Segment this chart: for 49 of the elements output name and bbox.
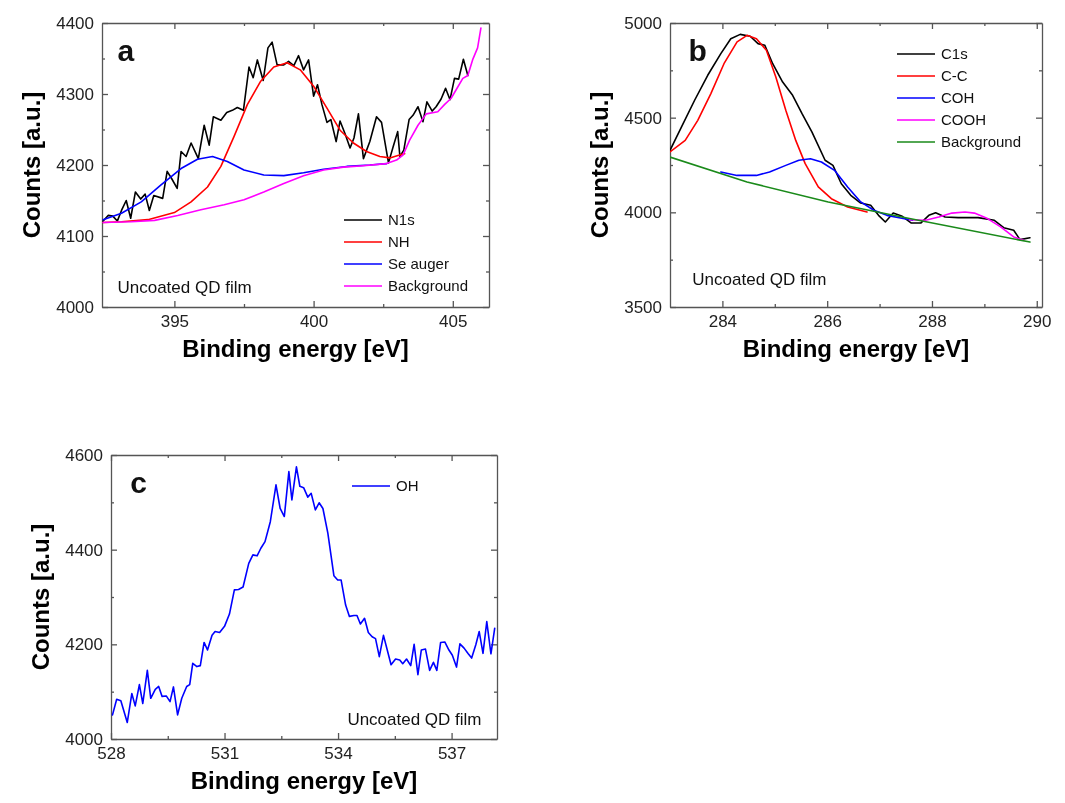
y-tick-label: 4300 <box>56 84 94 104</box>
line-series <box>670 33 1031 241</box>
x-tick-label: 537 <box>437 744 467 764</box>
legend-label: C-C <box>941 67 968 84</box>
x-tick-label: 534 <box>324 744 353 764</box>
line-series <box>670 34 868 213</box>
x-tick-label: 395 <box>160 312 190 332</box>
y-axis-title: Counts [a.u.] <box>27 523 54 671</box>
annotation: Uncoated QD film <box>692 269 827 289</box>
legend-label: C1s <box>941 45 968 62</box>
y-tick-label: 4400 <box>56 13 94 33</box>
x-axis-title: Binding energy [eV] <box>742 335 970 362</box>
legend-label: N1s <box>388 211 415 228</box>
annotation: c <box>130 466 147 500</box>
y-tick-label: 4400 <box>65 540 103 560</box>
y-axis-title: Counts [a.u.] <box>586 91 613 239</box>
legend-label: Background <box>388 277 469 294</box>
legend-label: COOH <box>941 111 986 128</box>
x-tick-label: 400 <box>299 312 329 332</box>
x-tick-label: 284 <box>708 312 738 332</box>
annotation: Uncoated QD film <box>117 278 252 298</box>
y-tick-label: 4000 <box>624 203 662 223</box>
legend-label: Se auger <box>388 255 449 272</box>
y-tick-label: 3500 <box>624 297 662 317</box>
x-axis-title: Binding energy [eV] <box>190 767 418 794</box>
y-tick-label: 4600 <box>65 445 103 465</box>
x-tick-label: 288 <box>918 312 947 332</box>
y-tick-label: 4200 <box>56 155 94 175</box>
y-axis-title: Counts [a.u.] <box>18 91 45 239</box>
line-series <box>670 156 1031 243</box>
legend-label: Background <box>941 133 1022 150</box>
y-tick-label: 4000 <box>56 297 94 317</box>
x-axis-title: Binding energy [eV] <box>182 335 409 362</box>
x-tick-label: 528 <box>97 744 126 764</box>
x-tick-label: 531 <box>210 744 240 764</box>
x-tick-label: 286 <box>813 312 842 332</box>
x-tick-label: 405 <box>439 312 468 332</box>
y-tick-label: 4200 <box>65 635 103 655</box>
y-tick-label: 4100 <box>56 226 94 246</box>
y-tick-label: 5000 <box>624 13 662 33</box>
annotation: Uncoated QD film <box>347 710 482 730</box>
x-tick-label: 290 <box>1023 312 1052 332</box>
y-tick-label: 4500 <box>624 108 662 128</box>
line-series <box>908 211 1025 242</box>
legend-label: COH <box>941 89 975 106</box>
legend-label: NH <box>388 233 410 250</box>
annotation: b <box>688 34 707 68</box>
annotation: a <box>117 34 135 68</box>
legend-label: OH <box>396 477 419 494</box>
